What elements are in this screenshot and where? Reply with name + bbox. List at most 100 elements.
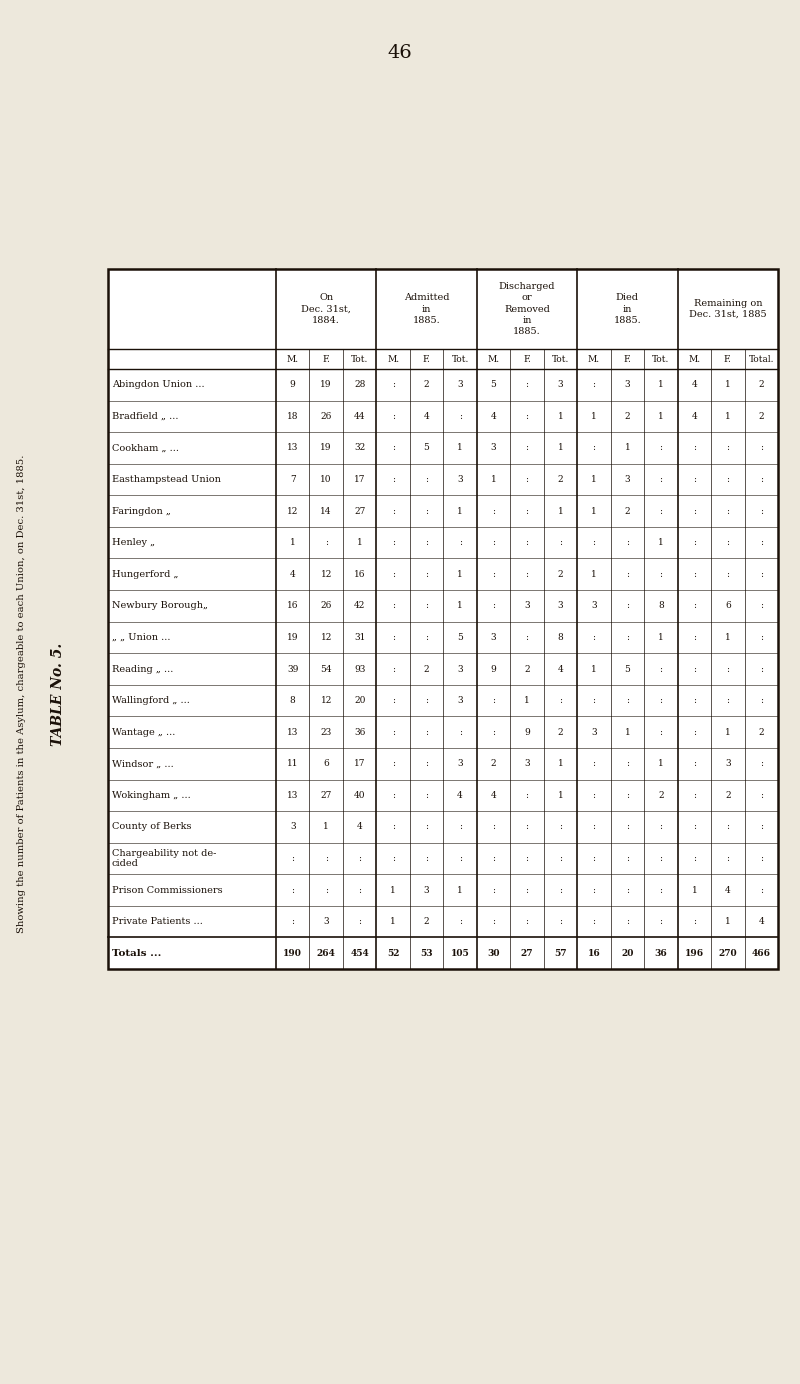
Text: :: : <box>425 570 428 579</box>
Text: County of Berks: County of Berks <box>112 822 191 832</box>
Text: 466: 466 <box>752 948 770 958</box>
Text: :: : <box>760 696 762 704</box>
Text: :: : <box>392 412 394 421</box>
Text: :: : <box>726 443 730 453</box>
Text: :: : <box>626 570 629 579</box>
Text: 27: 27 <box>521 948 534 958</box>
Text: :: : <box>458 822 462 832</box>
Text: :: : <box>760 475 762 484</box>
Text: :: : <box>659 443 662 453</box>
Text: :: : <box>659 696 662 704</box>
Text: :: : <box>392 696 394 704</box>
Text: :: : <box>392 475 394 484</box>
Text: :: : <box>626 854 629 864</box>
Text: 1: 1 <box>658 760 664 768</box>
Text: :: : <box>526 443 529 453</box>
Text: :: : <box>760 760 762 768</box>
Text: 1: 1 <box>457 601 463 610</box>
Text: 264: 264 <box>317 948 336 958</box>
Text: :: : <box>492 570 495 579</box>
Text: 2: 2 <box>758 381 764 389</box>
Text: :: : <box>392 760 394 768</box>
Text: :: : <box>325 538 328 547</box>
Text: :: : <box>526 412 529 421</box>
Text: 2: 2 <box>524 664 530 674</box>
Text: 1: 1 <box>558 790 563 800</box>
Text: :: : <box>659 728 662 736</box>
Text: :: : <box>593 918 595 926</box>
Text: 3: 3 <box>524 601 530 610</box>
Text: :: : <box>693 632 696 642</box>
Text: :: : <box>559 918 562 926</box>
Text: 40: 40 <box>354 790 366 800</box>
Text: Faringdon „: Faringdon „ <box>112 507 171 516</box>
Text: 12: 12 <box>321 570 332 579</box>
Text: :: : <box>693 696 696 704</box>
Text: :: : <box>358 886 361 894</box>
Text: 2: 2 <box>758 412 764 421</box>
Text: 1: 1 <box>457 886 463 894</box>
Text: 1: 1 <box>390 918 396 926</box>
Text: :: : <box>492 728 495 736</box>
Text: 6: 6 <box>323 760 329 768</box>
Text: 27: 27 <box>354 507 366 516</box>
Text: 54: 54 <box>320 664 332 674</box>
Text: 9: 9 <box>490 664 497 674</box>
Text: 2: 2 <box>424 918 430 926</box>
Text: 2: 2 <box>658 790 664 800</box>
Text: :: : <box>291 886 294 894</box>
Text: 1: 1 <box>290 538 296 547</box>
Text: :: : <box>626 918 629 926</box>
Text: :: : <box>425 790 428 800</box>
Text: 5: 5 <box>424 443 430 453</box>
Text: :: : <box>659 475 662 484</box>
Text: :: : <box>458 538 462 547</box>
Text: 3: 3 <box>725 760 730 768</box>
Text: :: : <box>425 475 428 484</box>
Text: M.: M. <box>487 354 499 364</box>
Text: 1: 1 <box>591 475 597 484</box>
Text: 46: 46 <box>388 44 412 62</box>
Text: 5: 5 <box>457 632 463 642</box>
Text: 3: 3 <box>591 728 597 736</box>
Text: :: : <box>659 918 662 926</box>
Text: M.: M. <box>588 354 600 364</box>
Text: :: : <box>392 664 394 674</box>
Text: 12: 12 <box>321 632 332 642</box>
Text: 3: 3 <box>490 632 496 642</box>
Text: :: : <box>425 822 428 832</box>
Text: Died
in
1885.: Died in 1885. <box>614 293 642 325</box>
Text: :: : <box>693 760 696 768</box>
Text: 1: 1 <box>625 443 630 453</box>
Text: 18: 18 <box>287 412 298 421</box>
Text: Prison Commissioners: Prison Commissioners <box>112 886 222 894</box>
Text: 19: 19 <box>321 381 332 389</box>
Text: 3: 3 <box>490 443 496 453</box>
Text: :: : <box>392 790 394 800</box>
Text: :: : <box>659 570 662 579</box>
Text: :: : <box>659 886 662 894</box>
Text: :: : <box>492 822 495 832</box>
Text: :: : <box>425 507 428 516</box>
Text: 1: 1 <box>591 412 597 421</box>
Text: 1: 1 <box>558 443 563 453</box>
Text: :: : <box>526 918 529 926</box>
Text: 93: 93 <box>354 664 366 674</box>
Text: :: : <box>693 790 696 800</box>
Text: 3: 3 <box>290 822 295 832</box>
Text: :: : <box>760 570 762 579</box>
Text: :: : <box>559 538 562 547</box>
Text: 12: 12 <box>321 696 332 704</box>
Text: 2: 2 <box>625 412 630 421</box>
Text: 1: 1 <box>457 443 463 453</box>
Bar <box>108 268 778 969</box>
Text: Bradfield „ ...: Bradfield „ ... <box>112 412 178 421</box>
Text: 13: 13 <box>287 728 298 736</box>
Text: 1: 1 <box>357 538 362 547</box>
Text: :: : <box>458 412 462 421</box>
Text: :: : <box>526 790 529 800</box>
Text: :: : <box>760 886 762 894</box>
Text: 16: 16 <box>587 948 600 958</box>
Text: 1: 1 <box>323 822 329 832</box>
Text: :: : <box>693 728 696 736</box>
